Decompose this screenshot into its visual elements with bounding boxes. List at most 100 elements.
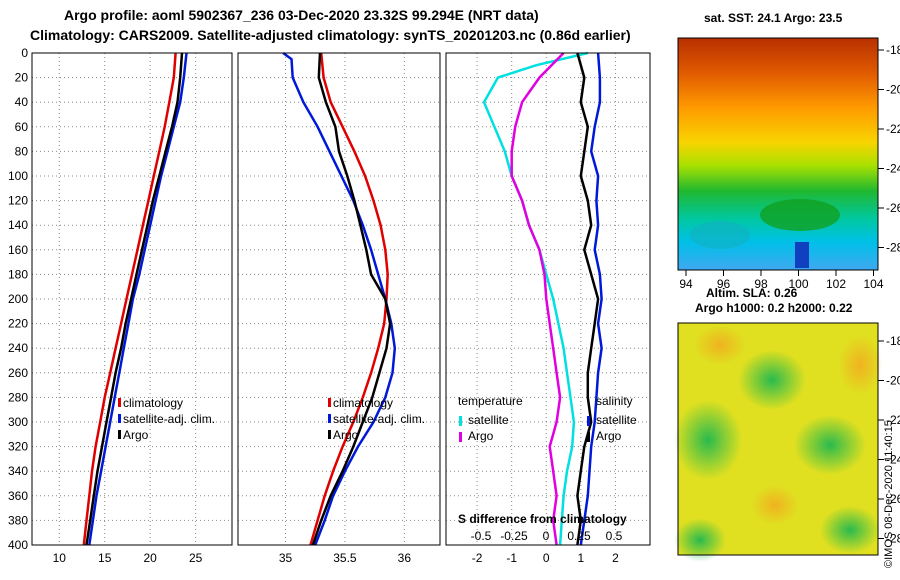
legend-swatch [328, 414, 331, 423]
sla-map-title-line-2: Argo h1000: 0.2 h2000: 0.22 [695, 301, 853, 315]
sst-x-tick-label: 102 [826, 277, 846, 291]
sst-map-cold-spot [795, 242, 809, 268]
panel-salinity: 35 35.5 36 climatology satellite-adj. clim. A… [237, 51, 441, 565]
series-salinity-argo [576, 52, 600, 546]
series-temperature-argo [510, 52, 565, 546]
legend-label: Argo [468, 429, 494, 443]
x-tick-label: 36 [398, 551, 412, 565]
x-tick-label: 10 [53, 551, 67, 565]
y-tick-label: 140 [8, 218, 28, 232]
legend-label: Argo [123, 428, 149, 442]
legend-label: temperature [458, 394, 523, 408]
x-tick-label: 35 [279, 551, 293, 565]
sst-x-tick-label: 98 [754, 277, 768, 291]
legend-label: climatology [123, 396, 183, 410]
series-satellite-adj-clim- [88, 52, 188, 546]
series-argo [311, 52, 392, 546]
sst-y-tick-label: -24 [886, 162, 900, 176]
difference-axis-title: S difference from climatology [458, 512, 627, 526]
y-tick-label: 100 [8, 169, 28, 183]
sst-map-title: sat. SST: 24.1 Argo: 23.5 [704, 11, 843, 25]
y-tick-label: 300 [8, 415, 28, 429]
legend-swatch [328, 430, 331, 439]
x-tick-label: 20 [144, 551, 158, 565]
y-tick-label: 40 [15, 95, 29, 109]
plot-title-line-1: Argo profile: aoml 5902367_236 03-Dec-20… [64, 7, 539, 23]
y-tick-label: 280 [8, 390, 28, 404]
y-tick-label: 60 [15, 120, 29, 134]
y-tick-label: 220 [8, 317, 28, 331]
y-tick-label: 400 [8, 538, 28, 552]
legend-swatch [328, 398, 331, 407]
y-tick-label: 340 [8, 464, 28, 478]
sst-y-tick-label: -18 [886, 43, 900, 57]
legend-label: Argo [333, 428, 359, 442]
legend-label: Argo [596, 429, 622, 443]
x-tick-label: -1 [506, 551, 517, 565]
salinity-diff-tick: -0.25 [500, 529, 528, 543]
sst-x-tick-label: 96 [717, 277, 731, 291]
panel-temperature: 10 15 20 25 0 20 40 60 80 100 120 140 160 180 200 220 24… [8, 46, 233, 565]
sla-y-tick-label: -28 [886, 532, 900, 546]
legend-label: satellite [596, 413, 637, 427]
y-tick-label: 260 [8, 366, 28, 380]
sla-y-tick-label: -18 [886, 334, 900, 348]
x-tick-label: 15 [98, 551, 112, 565]
sst-x-tick-label: 100 [788, 277, 808, 291]
legend-label: satellite-adj. clim. [333, 412, 425, 426]
salinity-diff-tick: -0.5 [471, 529, 492, 543]
x-tick-label: 2 [612, 551, 619, 565]
sst-x-tick-label: 104 [863, 277, 883, 291]
series-salinity-satellite [579, 52, 603, 546]
sla-map: -18 -20 -22 -24 -26 -28 [674, 322, 900, 562]
y-tick-label: 0 [21, 46, 28, 60]
sla-y-tick-label: -26 [886, 492, 900, 506]
sst-y-tick-label: -20 [886, 83, 900, 97]
sst-x-tick-label: 94 [679, 277, 693, 291]
x-tick-label: 1 [578, 551, 585, 565]
legend-swatch [118, 414, 121, 423]
legend-label: satellite-adj. clim. [123, 412, 215, 426]
x-tick-label: -2 [472, 551, 483, 565]
y-tick-label: 360 [8, 489, 28, 503]
sst-map-cool-patch [690, 221, 750, 249]
sst-y-tick-label: -26 [886, 201, 900, 215]
sla-map-title-line-1: Altim. SLA: 0.26 [706, 286, 798, 300]
series-argo [85, 52, 184, 546]
salinity-diff-tick: 0.5 [606, 529, 623, 543]
panel-frame [31, 52, 233, 546]
y-tick-label: 80 [15, 144, 29, 158]
y-tick-label: 160 [8, 243, 28, 257]
sla-map-frame [677, 322, 879, 556]
x-tick-label: 25 [189, 551, 203, 565]
sst-map-axes: -18 -20 -22 -24 -26 -28 94 96 98 100 102 104 [679, 43, 900, 291]
sla-y-tick-label: -20 [886, 374, 900, 388]
plot-title-line-2: Climatology: CARS2009. Satellite-adjuste… [30, 27, 631, 43]
y-tick-label: 180 [8, 267, 28, 281]
sst-map-warm-patch [760, 199, 840, 231]
legend-label: satellite [468, 413, 509, 427]
y-tick-label: 200 [8, 292, 28, 306]
salinity-diff-tick: 0.25 [567, 529, 591, 543]
legend-swatch [459, 416, 462, 426]
y-tick-label: 120 [8, 194, 28, 208]
panel-frame [237, 52, 441, 546]
y-tick-label: 20 [15, 71, 29, 85]
salinity-diff-tick: 0 [543, 529, 550, 543]
sla-y-tick-label: -24 [886, 453, 900, 467]
sla-y-tick-label: -22 [886, 413, 900, 427]
legend-label: salinity [596, 394, 633, 408]
panel-difference: -2 -1 0 1 2 temperature satellite Argo salinity s… [445, 51, 651, 565]
legend-swatch [459, 432, 462, 442]
legend-swatch [118, 430, 121, 439]
x-tick-label: 35.5 [333, 551, 357, 565]
legend-swatch [118, 398, 121, 407]
sst-y-tick-label: -22 [886, 122, 900, 136]
sst-map: -18 -20 -22 -24 -26 -28 94 96 98 100 102 104 [677, 37, 900, 291]
y-tick-label: 380 [8, 513, 28, 527]
legend-label: climatology [333, 396, 393, 410]
y-tick-label: 240 [8, 341, 28, 355]
series-satellite-adj-clim- [282, 51, 397, 546]
series-climatology [82, 52, 177, 546]
sla-map-axes: -18 -20 -22 -24 -26 -28 [878, 334, 900, 546]
